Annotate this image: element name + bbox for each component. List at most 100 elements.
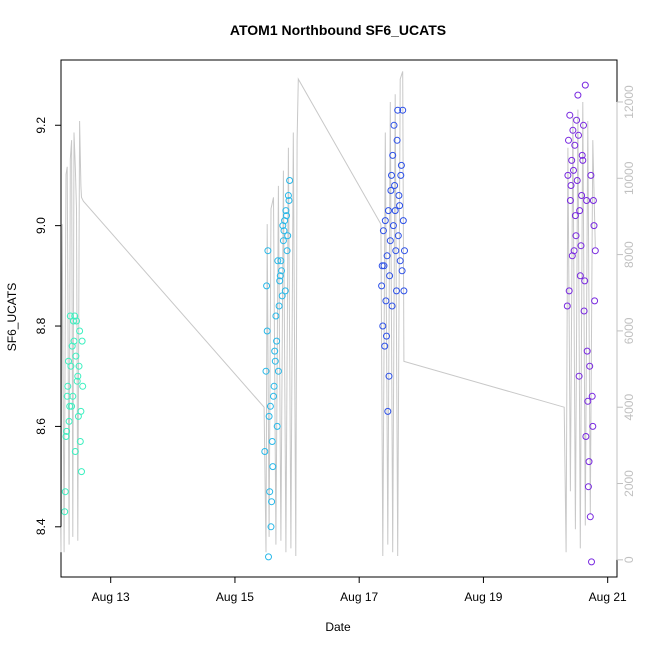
data-point-series-1 xyxy=(64,382,72,390)
data-point-series-4 xyxy=(589,422,597,430)
x-tick-label: Aug 17 xyxy=(340,590,378,604)
data-point-series-3 xyxy=(396,202,404,210)
data-point-series-1 xyxy=(66,402,74,410)
data-point-series-4 xyxy=(564,171,572,179)
data-point-series-4 xyxy=(574,91,582,99)
data-point-series-2 xyxy=(278,292,286,300)
data-point-series-1 xyxy=(78,468,85,476)
data-point-series-3 xyxy=(384,407,392,415)
data-point-series-1 xyxy=(66,312,74,320)
data-point-series-3 xyxy=(399,106,407,114)
data-point-series-3 xyxy=(379,322,387,330)
data-point-series-1 xyxy=(68,402,76,410)
data-point-series-2 xyxy=(284,192,292,199)
data-point-series-3 xyxy=(397,161,405,169)
data-point-series-3 xyxy=(398,267,406,275)
y-axis-label: SF6_UCATS xyxy=(5,283,19,351)
data-point-series-3 xyxy=(400,287,408,295)
data-point-series-2 xyxy=(271,347,279,355)
data-point-series-3 xyxy=(396,257,404,265)
data-point-series-2 xyxy=(285,197,293,204)
data-point-series-2 xyxy=(276,272,284,280)
data-point-series-3 xyxy=(383,332,390,340)
data-point-series-2 xyxy=(275,302,283,310)
data-point-series-3 xyxy=(383,252,391,260)
data-point-series-3 xyxy=(397,171,405,179)
data-point-series-4 xyxy=(578,192,586,199)
data-point-series-1 xyxy=(61,508,69,516)
data-point-series-4 xyxy=(563,302,571,310)
data-point-series-3 xyxy=(394,232,402,240)
data-point-series-3 xyxy=(391,207,399,215)
data-point-series-3 xyxy=(378,282,386,290)
data-point-series-2 xyxy=(279,222,287,230)
data-point-series-4 xyxy=(566,111,574,119)
data-point-series-3 xyxy=(382,297,390,305)
data-point-series-2 xyxy=(282,207,290,215)
data-point-series-3 xyxy=(389,151,397,159)
x-tick-label: Aug 15 xyxy=(216,590,254,604)
data-point-series-1 xyxy=(72,352,80,360)
x-tick-label: Aug 19 xyxy=(464,590,502,604)
data-point-series-3 xyxy=(394,106,402,114)
chart-title: ATOM1 Northbound SF6_UCATS xyxy=(230,22,446,38)
data-point-series-3 xyxy=(388,171,395,179)
data-point-series-2 xyxy=(264,247,272,255)
data-point-series-1 xyxy=(76,327,84,335)
data-point-series-3 xyxy=(388,302,396,310)
data-point-series-2 xyxy=(274,257,282,265)
data-point-series-4 xyxy=(591,297,599,305)
data-point-series-2 xyxy=(283,212,290,220)
data-point-series-1 xyxy=(71,448,79,455)
data-point-series-1 xyxy=(70,337,78,345)
data-point-series-1 xyxy=(63,392,71,400)
y2-tick-label: 12000 xyxy=(622,85,636,119)
data-point-series-4 xyxy=(579,156,587,164)
data-point-series-4 xyxy=(572,232,580,240)
data-point-series-4 xyxy=(584,397,592,405)
data-point-series-4 xyxy=(577,242,585,250)
data-point-series-4 xyxy=(578,151,586,159)
data-point-series-4 xyxy=(571,141,579,149)
data-point-series-4 xyxy=(588,392,596,400)
data-point-series-1 xyxy=(74,372,82,380)
x-tick-label: Aug 21 xyxy=(589,590,627,604)
x-tick-label: Aug 13 xyxy=(92,590,130,604)
data-point-series-2 xyxy=(266,488,274,496)
data-point-series-4 xyxy=(591,247,599,255)
data-point-series-2 xyxy=(277,257,285,265)
data-point-series-1 xyxy=(73,377,81,385)
data-point-series-4 xyxy=(581,277,589,285)
data-point-series-4 xyxy=(581,81,589,89)
data-point-series-4 xyxy=(570,166,577,174)
data-point-series-4 xyxy=(565,287,573,295)
data-point-series-1 xyxy=(76,438,84,445)
y-tick-label: 8.6 xyxy=(34,418,48,435)
data-point-series-3 xyxy=(385,372,393,380)
data-point-series-3 xyxy=(401,247,408,255)
data-point-series-4 xyxy=(582,433,590,440)
y2-tick-label: 6000 xyxy=(622,317,636,344)
y2-tick-label: 2000 xyxy=(622,470,636,497)
data-point-series-4 xyxy=(587,171,595,179)
data-point-series-2 xyxy=(267,523,275,531)
y-tick-label: 8.8 xyxy=(34,317,48,334)
data-point-series-2 xyxy=(263,327,271,335)
data-points xyxy=(61,81,599,566)
data-point-series-4 xyxy=(575,131,582,139)
y2-tick-label: 0 xyxy=(622,556,636,563)
data-point-series-3 xyxy=(393,287,400,295)
data-point-series-3 xyxy=(387,187,395,194)
data-point-series-4 xyxy=(588,558,595,566)
data-point-series-1 xyxy=(73,317,80,325)
data-point-series-3 xyxy=(393,136,401,144)
data-point-series-2 xyxy=(270,382,278,390)
data-point-series-2 xyxy=(276,277,284,285)
y-tick-label: 9.2 xyxy=(34,117,48,134)
data-point-series-1 xyxy=(75,362,83,370)
data-point-series-4 xyxy=(565,136,572,144)
data-point-series-3 xyxy=(390,121,398,129)
data-point-series-2 xyxy=(278,267,285,275)
data-point-series-4 xyxy=(571,212,579,220)
data-point-series-4 xyxy=(573,177,581,184)
